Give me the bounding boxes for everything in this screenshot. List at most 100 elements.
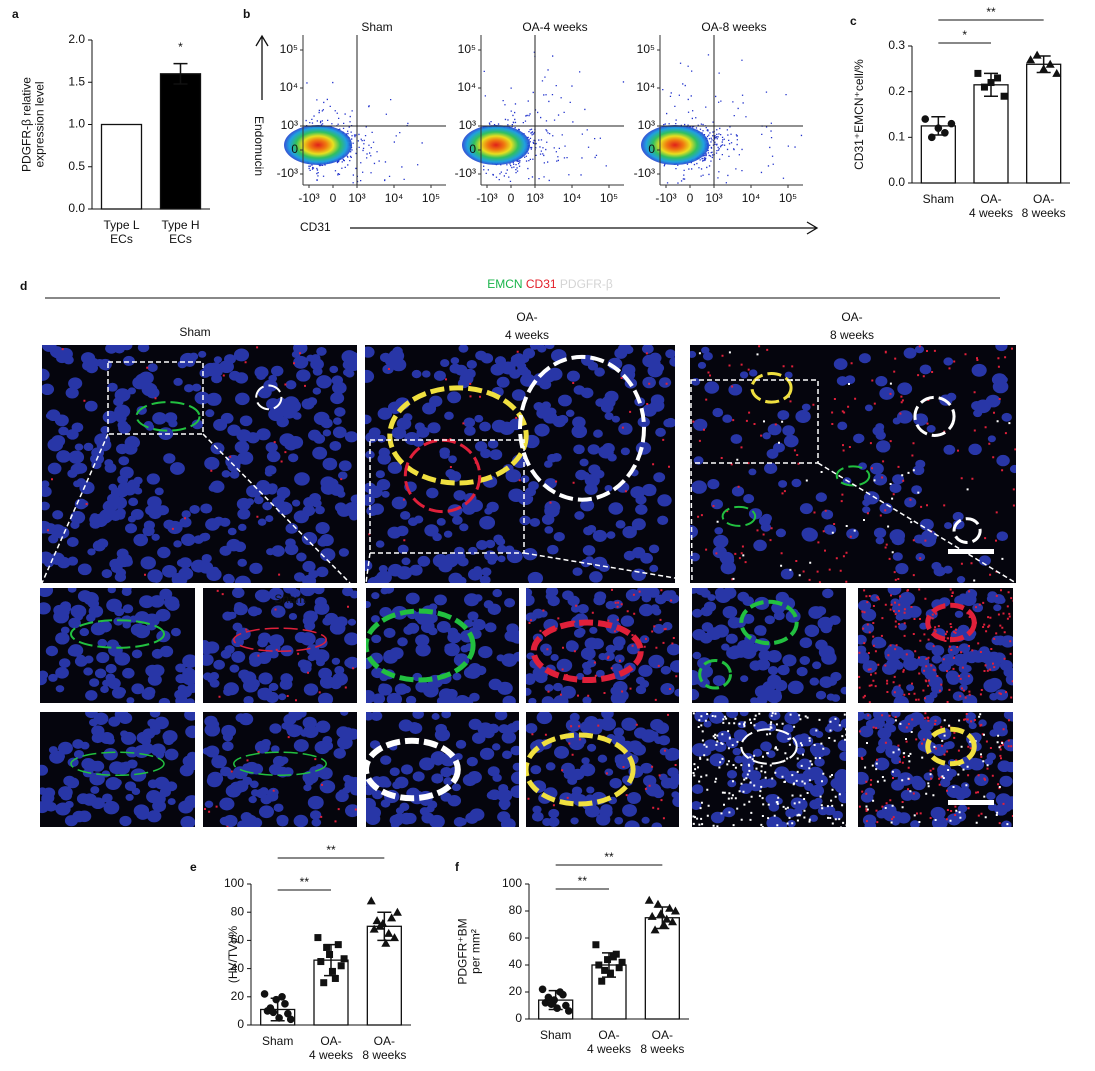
data-point [372,916,382,925]
scale-bar [948,800,994,805]
vessel [387,385,529,486]
panel-label: f [455,860,460,874]
data-point [337,962,345,970]
bar [973,84,1009,184]
column-title: 8 weeks [830,328,874,342]
y-tick-label: -10³ [634,166,655,180]
data-point [644,895,654,904]
x-tick-label: 8 weeks [640,1042,684,1056]
micrograph [692,588,846,703]
bar [1026,63,1062,184]
x-tick-label: OA- [652,1028,673,1042]
y-tick-label: 10⁴ [636,80,655,94]
data-point [592,941,600,949]
y-tick-label: 0 [237,1017,244,1031]
x-tick-label: 4 weeks [969,206,1013,220]
micrograph [690,345,1016,583]
data-point [921,115,930,123]
data-point [334,941,342,949]
nuclei [692,712,846,827]
significance-label: ** [986,5,996,19]
zoom-box [107,361,204,435]
panel-label: d [20,279,27,293]
micrograph [40,588,195,703]
y-tick-label: 40 [509,957,523,971]
micrograph [366,712,519,827]
x-tick-label: 0 [508,191,515,205]
data-point [662,914,672,923]
flow-title: OA-8 weeks [701,20,766,34]
y-tick-label: -10³ [277,166,298,180]
nuclei [203,712,357,827]
x-tick-label: 10⁴ [742,191,761,205]
x-tick-label: OA- [598,1028,619,1042]
panel-label: e [190,860,197,874]
y-tick-label: 0.0 [68,201,85,215]
y-tick-label: 20 [509,984,523,998]
y-tick-label: 10⁵ [458,42,476,56]
x-tick-label: OA- [980,192,1001,206]
axis-arrow [350,221,819,235]
data-point [384,928,394,937]
vessel [70,619,165,649]
x-tick-label: ECs [110,232,133,246]
x-tick-label: -10³ [298,191,319,205]
x-tick-label: -10³ [476,191,497,205]
column-title: 4 weeks [505,328,549,342]
legend-entry: CD31 [526,277,557,291]
x-tick-label: 10³ [526,191,543,205]
data-point [665,903,675,912]
data-point [544,993,553,1002]
y-tick-label: 10⁵ [637,42,655,56]
bar [159,73,202,210]
vessel [70,751,165,776]
micrograph [40,712,195,827]
micrograph [365,345,675,583]
data-point [328,967,336,975]
data-point [974,69,982,77]
vessel [233,627,327,652]
micrograph [526,712,679,827]
x-tick-label: 4 weeks [309,1048,353,1062]
data-point [656,909,666,918]
y-tick-label: 10⁵ [280,42,298,56]
data-point [1052,68,1062,77]
data-point [286,1015,295,1024]
error-bar [931,116,946,136]
vessel [526,732,636,807]
panel-label: a [12,7,19,21]
data-point [1045,59,1055,68]
micrograph [858,712,1013,827]
x-tick-label: 10⁴ [563,191,582,205]
error-bar [548,989,563,1011]
nuclei [526,588,679,703]
data-point [598,977,606,985]
vessel [835,465,871,487]
y-tick-label: 80 [231,904,245,918]
vessel [952,517,982,545]
y-tick-label: 20 [231,989,245,1003]
signal-dots [692,712,846,827]
panel-label: b [243,7,250,21]
x-tick-label: 10³ [705,191,722,205]
data-point [615,964,623,972]
data-point [1032,50,1042,59]
y-tick-label: 0 [648,142,655,156]
x-tick-label: OA- [1033,192,1054,206]
data-point [556,988,564,996]
micrograph-bg [42,345,357,583]
y-tick-label: 10³ [281,118,298,132]
data-point [331,974,339,982]
x-tick-label: 10⁵ [779,191,797,205]
y-tick-label: 0 [515,1011,522,1025]
y-axis-label: PDGFR⁺BM [456,918,470,984]
vessel [366,608,476,683]
nuclei [40,588,195,703]
error-bar [655,906,670,930]
y-axis-label: expression level [33,81,47,167]
x-tick-label: Type H [161,218,199,232]
vessel [750,372,793,404]
data-point [260,990,269,998]
data-point [659,920,669,928]
